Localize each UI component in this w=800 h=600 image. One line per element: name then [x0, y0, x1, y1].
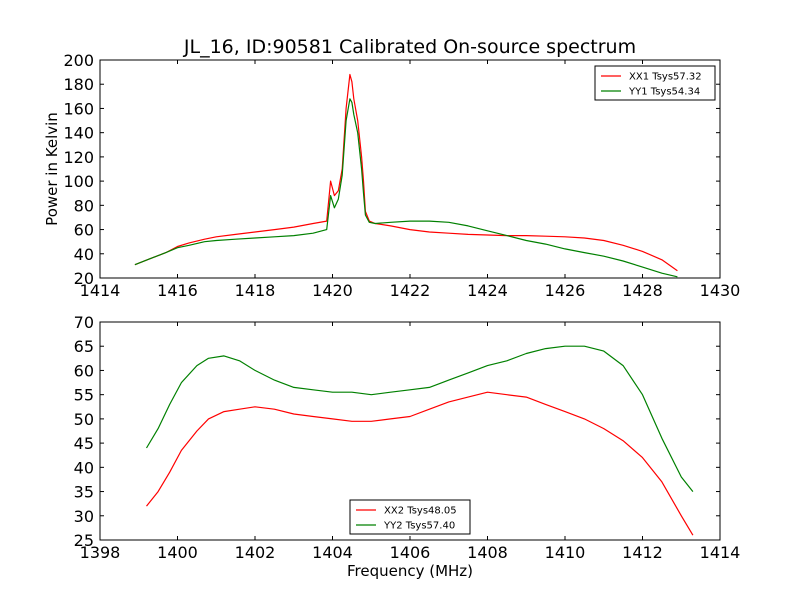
x-tick-label: 1424	[467, 281, 508, 300]
y-tick-label: 40	[74, 245, 94, 264]
x-tick-label: 1402	[235, 543, 276, 562]
x-tick-label: 1426	[545, 281, 586, 300]
y-axis-label: Power in Kelvin	[43, 112, 61, 226]
series-line-1	[146, 391, 694, 536]
y-tick-label: 20	[74, 269, 94, 288]
x-tick-label: 1404	[312, 543, 353, 562]
x-tick-label: 1414	[80, 281, 121, 300]
x-tick-label: 1406	[390, 543, 431, 562]
y-tick-label: 25	[74, 531, 94, 550]
legend-label-1: XX1 Tsys57.32	[629, 72, 702, 83]
y-tick-label: 200	[63, 51, 94, 70]
x-tick-label: 1422	[390, 281, 431, 300]
y-tick-label: 45	[74, 434, 94, 453]
y-tick-label: 100	[63, 172, 94, 191]
y-tick-label: 70	[74, 313, 94, 332]
x-axis-label: Frequency (MHz)	[347, 562, 473, 580]
series-line-1	[134, 73, 678, 272]
y-tick-label: 80	[74, 196, 94, 215]
x-tick-label: 1430	[700, 281, 741, 300]
y-tick-label: 35	[74, 483, 94, 502]
series-line-2	[134, 98, 678, 278]
y-tick-label: 30	[74, 507, 94, 526]
y-tick-label: 60	[74, 221, 94, 240]
y-tick-label: 180	[63, 75, 94, 94]
x-tick-label: 1420	[312, 281, 353, 300]
y-tick-label: 50	[74, 410, 94, 429]
y-tick-label: 160	[63, 99, 94, 118]
series-line-2	[145, 345, 694, 492]
y-tick-label: 60	[74, 361, 94, 380]
legend-label-1: XX2 Tsys48.05	[384, 506, 457, 517]
x-tick-label: 1416	[157, 281, 198, 300]
x-tick-label: 1410	[545, 543, 586, 562]
legend-box	[594, 65, 716, 101]
top-panel: 1414 1416 1418 1420 1422 1424 1426 1428 1430 20 40…	[63, 51, 740, 300]
bottom-panel: 1398 1400 1402 1404 1406 1408 1410 1412 1414 25 30…	[74, 313, 741, 562]
x-tick-label: 1412	[622, 543, 663, 562]
y-tick-label: 40	[74, 458, 94, 477]
y-tick-label: 140	[63, 124, 94, 143]
y-tick-label: 55	[74, 386, 94, 405]
y-tick-label: 65	[74, 337, 94, 356]
legend-label-2: YY1 Tsys54.34	[628, 87, 700, 98]
chart-title: JL_16, ID:90581 Calibrated On-source spe…	[183, 36, 636, 58]
legend-label-2: YY2 Tsys57.40	[383, 521, 455, 532]
x-tick-label: 1428	[622, 281, 663, 300]
x-tick-label: 1414	[700, 543, 741, 562]
y-tick-label: 120	[63, 148, 94, 167]
legend: XX2 Tsys48.05 YY2 Tsys57.40	[349, 499, 471, 535]
legend-box	[349, 499, 471, 535]
legend: XX1 Tsys57.32 YY1 Tsys54.34	[594, 65, 716, 101]
x-tick-label: 1408	[467, 543, 508, 562]
x-tick-label: 1398	[80, 543, 121, 562]
x-tick-label: 1418	[235, 281, 276, 300]
x-tick-label: 1400	[157, 543, 198, 562]
